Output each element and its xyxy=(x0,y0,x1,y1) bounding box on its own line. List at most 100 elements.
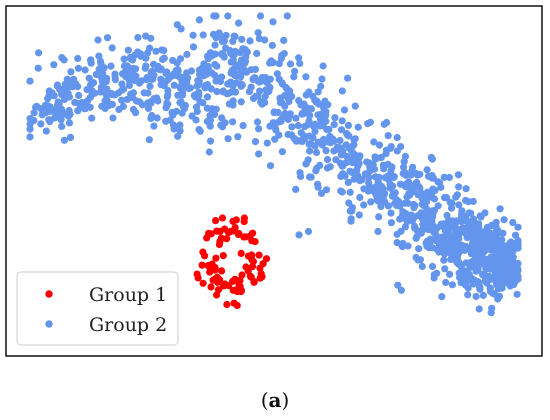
group-2-point xyxy=(513,290,521,298)
group-2-point xyxy=(280,36,288,45)
group-2-point xyxy=(487,309,495,317)
group-2-point xyxy=(127,94,135,102)
group-2-point xyxy=(57,116,65,124)
caption-close-paren: ) xyxy=(281,388,289,412)
group-2-point xyxy=(377,182,386,190)
group-2-point xyxy=(100,79,108,87)
group-2-point xyxy=(136,50,144,58)
group-2-point xyxy=(103,96,111,104)
group-2-point xyxy=(297,129,305,137)
group-1-point xyxy=(235,280,243,288)
group-2-point xyxy=(240,65,248,74)
group-2-point xyxy=(195,16,203,24)
group-2-point xyxy=(416,170,424,178)
group-2-point xyxy=(464,291,472,299)
group-2-point xyxy=(400,158,408,166)
group-2-point xyxy=(108,100,116,108)
group-2-point xyxy=(336,136,344,145)
legend-marker-group-2 xyxy=(45,320,53,328)
group-2-point xyxy=(161,78,169,86)
group-2-point xyxy=(26,125,34,133)
group-2-point xyxy=(323,155,332,164)
group-2-point xyxy=(346,188,354,196)
group-2-point xyxy=(401,223,409,231)
group-2-point xyxy=(415,245,423,253)
group-2-point xyxy=(442,248,450,257)
group-2-point xyxy=(494,285,502,293)
group-2-point xyxy=(400,163,408,171)
group-1-point xyxy=(237,288,245,296)
group-2-point xyxy=(397,286,405,294)
group-2-point xyxy=(31,103,40,111)
group-2-point xyxy=(144,104,153,112)
group-2-point xyxy=(204,52,212,60)
group-2-point xyxy=(358,176,366,184)
group-2-point xyxy=(372,191,380,199)
group-2-point xyxy=(162,117,170,125)
group-2-point xyxy=(397,227,405,235)
group-2-point xyxy=(309,92,317,100)
group-2-point xyxy=(176,121,184,129)
group-2-point xyxy=(246,37,254,45)
group-2-point xyxy=(399,169,407,177)
group-2-point xyxy=(292,185,300,193)
caption-open-paren: ( xyxy=(261,388,269,412)
group-2-point xyxy=(100,103,108,112)
group-2-point xyxy=(496,237,504,245)
group-2-point xyxy=(283,12,291,20)
group-2-point xyxy=(353,171,361,179)
group-1-point xyxy=(256,264,264,272)
group-2-point xyxy=(348,204,356,212)
group-2-point xyxy=(261,36,269,44)
group-2-point xyxy=(302,91,310,99)
group-2-point xyxy=(294,122,302,130)
group-2-point xyxy=(238,35,246,44)
group-2-point xyxy=(35,49,43,57)
group-2-point xyxy=(222,31,230,39)
group-2-point xyxy=(467,245,476,253)
group-2-point xyxy=(152,47,160,55)
group-2-point xyxy=(462,259,470,267)
group-2-point xyxy=(330,121,338,129)
group-2-point xyxy=(140,89,148,97)
group-2-point xyxy=(203,81,212,89)
group-2-point xyxy=(241,46,249,54)
group-2-point xyxy=(275,60,283,68)
group-2-point xyxy=(498,244,506,252)
group-2-point xyxy=(468,274,476,283)
group-2-point xyxy=(87,59,95,67)
group-2-point xyxy=(443,211,451,220)
group-2-point xyxy=(261,92,269,100)
group-2-point xyxy=(387,219,395,227)
group-2-point xyxy=(66,133,75,141)
group-2-point xyxy=(204,64,212,73)
group-2-point xyxy=(81,66,89,74)
group-2-point xyxy=(375,213,383,221)
group-2-point xyxy=(363,158,371,166)
group-2-point xyxy=(237,98,245,106)
group-1-point xyxy=(248,251,256,259)
group-2-point xyxy=(270,108,278,116)
group-2-point xyxy=(338,117,346,125)
group-2-point xyxy=(492,218,500,226)
group-2-point xyxy=(158,46,166,54)
group-2-point xyxy=(472,267,480,275)
group-2-point xyxy=(196,71,204,79)
group-2-point xyxy=(380,197,388,205)
group-2-point xyxy=(173,21,181,29)
group-2-point xyxy=(353,166,361,174)
group-2-point xyxy=(437,183,445,191)
group-2-point xyxy=(477,233,485,241)
group-2-point xyxy=(211,50,219,58)
group-2-point xyxy=(300,100,308,108)
group-2-point xyxy=(290,73,298,81)
group-2-point xyxy=(50,92,58,100)
group-2-point xyxy=(301,106,309,114)
group-2-point xyxy=(268,41,276,50)
series-group-1-points xyxy=(193,214,271,310)
group-2-point xyxy=(455,183,463,191)
group-2-point xyxy=(227,88,235,96)
group-2-point xyxy=(394,281,402,289)
group-2-point xyxy=(229,82,237,90)
group-2-point xyxy=(146,82,154,90)
